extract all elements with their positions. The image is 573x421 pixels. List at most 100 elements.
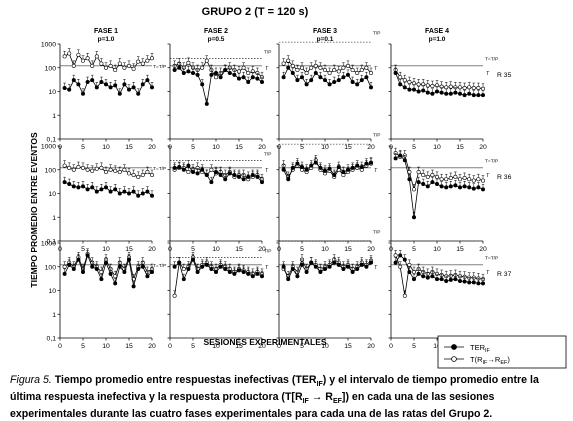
- ter-series-point: [255, 271, 260, 276]
- ter-series-point: [462, 184, 467, 189]
- ter-series-point: [332, 173, 337, 178]
- phase-p-value: p=1.0: [429, 36, 446, 43]
- ter-series-point: [336, 262, 341, 267]
- ter-series-point: [476, 281, 481, 286]
- x-tick-label: 20: [258, 343, 266, 350]
- phase-p-value: p=0.5: [208, 36, 225, 43]
- ter-series-point: [476, 185, 481, 190]
- tr-series-point: [462, 175, 467, 180]
- tr-series-point: [467, 85, 472, 90]
- ter-series-point: [359, 165, 364, 170]
- ter-series-point: [421, 274, 426, 279]
- ter-series-point: [172, 68, 177, 73]
- x-tick-label: 15: [235, 144, 243, 151]
- x-tick-label: 15: [125, 343, 133, 350]
- ter-series-point: [200, 264, 205, 269]
- tr-series-point: [402, 293, 407, 298]
- ter-series-point: [416, 271, 421, 276]
- ter-series-point: [122, 189, 127, 194]
- ter-series-point: [425, 184, 430, 189]
- tr-series-point: [204, 58, 209, 63]
- ter-series-point: [181, 71, 186, 76]
- ter-series-point: [299, 262, 304, 267]
- figure-title: GRUPO 2 (T = 120 s): [202, 6, 309, 18]
- ter-series-point: [250, 75, 255, 80]
- ter-series-point: [232, 271, 237, 276]
- ter-series-point: [290, 165, 295, 170]
- tr-series-point: [117, 170, 122, 175]
- ter-series-point: [393, 260, 398, 265]
- rat-label: R 36: [497, 174, 512, 181]
- ter-series-point: [359, 78, 364, 83]
- tr-series-point: [309, 65, 314, 70]
- x-tick-label: 0: [277, 343, 281, 350]
- ref-label-t: T: [486, 173, 490, 179]
- ter-series-point: [364, 75, 369, 80]
- x-tick-label: 15: [125, 246, 133, 253]
- ter-series-point: [480, 281, 485, 286]
- tr-series-point: [145, 170, 150, 175]
- x-tick-label: 5: [81, 343, 85, 350]
- ter-series-point: [350, 80, 355, 85]
- ter-series-point: [186, 267, 191, 272]
- ter-series-point: [113, 187, 118, 192]
- tr-series-point: [476, 86, 481, 91]
- ref-label-t: T: [486, 270, 490, 276]
- ter-series-point: [313, 264, 318, 269]
- caption-text-2: ) y el intervalo de tiempo promedio entr…: [10, 374, 539, 404]
- tr-series-point: [355, 71, 360, 76]
- panel-r37-3: 0 5 10 15 20 T/P T: [276, 230, 380, 350]
- ter-series-point: [172, 264, 177, 269]
- tr-series-point: [304, 71, 309, 76]
- ter-series-point: [186, 69, 191, 74]
- tr-series-point: [186, 170, 191, 175]
- legend-ter-label: TERIF: [470, 343, 491, 354]
- ter-series-point: [393, 71, 398, 76]
- ter-series-point: [398, 253, 403, 258]
- tr-series-point: [402, 78, 407, 83]
- y-tick-label: 100: [45, 65, 57, 72]
- tr-series-point: [480, 178, 485, 183]
- x-tick-label: 10: [102, 246, 110, 253]
- tr-series-point: [99, 270, 104, 275]
- tr-series-point: [140, 61, 145, 66]
- tr-series-point: [127, 171, 132, 176]
- ter-series-point: [295, 274, 300, 279]
- ter-series-point: [425, 275, 430, 280]
- tr-series-point: [67, 51, 72, 56]
- ter-series-point: [223, 267, 228, 272]
- ref-label-t-tp: T/P: [264, 151, 271, 157]
- ter-series-point: [430, 274, 435, 279]
- x-tick-label: 20: [258, 246, 266, 253]
- ter-series-point: [327, 82, 332, 87]
- tr-series-point: [313, 63, 318, 68]
- ter-series-point: [204, 101, 209, 106]
- tr-series-point: [108, 167, 113, 172]
- ter-series-point: [191, 257, 196, 262]
- ref-label-t-eq: T=T/P: [153, 166, 166, 172]
- ter-series-line: [64, 254, 153, 287]
- ter-series-point: [290, 71, 295, 76]
- tr-series-point: [341, 65, 346, 70]
- tr-series-line: [395, 255, 484, 296]
- ref-label-t: T: [374, 168, 378, 174]
- x-tick-label: 10: [433, 343, 441, 350]
- ter-series-point: [259, 180, 264, 185]
- ter-series-point: [402, 257, 407, 262]
- ref-label-t: T: [265, 168, 269, 174]
- ter-series-point: [127, 191, 132, 196]
- ter-series-point: [62, 271, 67, 276]
- ter-series-point: [439, 277, 444, 282]
- ter-series-point: [67, 87, 72, 92]
- tr-series-point: [131, 173, 136, 178]
- legend: TERIF T(RIF→REF): [437, 335, 567, 369]
- ter-series-point: [113, 281, 118, 286]
- ter-series-point: [140, 191, 145, 196]
- tr-series-point: [332, 68, 337, 73]
- ter-series-point: [457, 91, 462, 96]
- ter-series-point: [350, 165, 355, 170]
